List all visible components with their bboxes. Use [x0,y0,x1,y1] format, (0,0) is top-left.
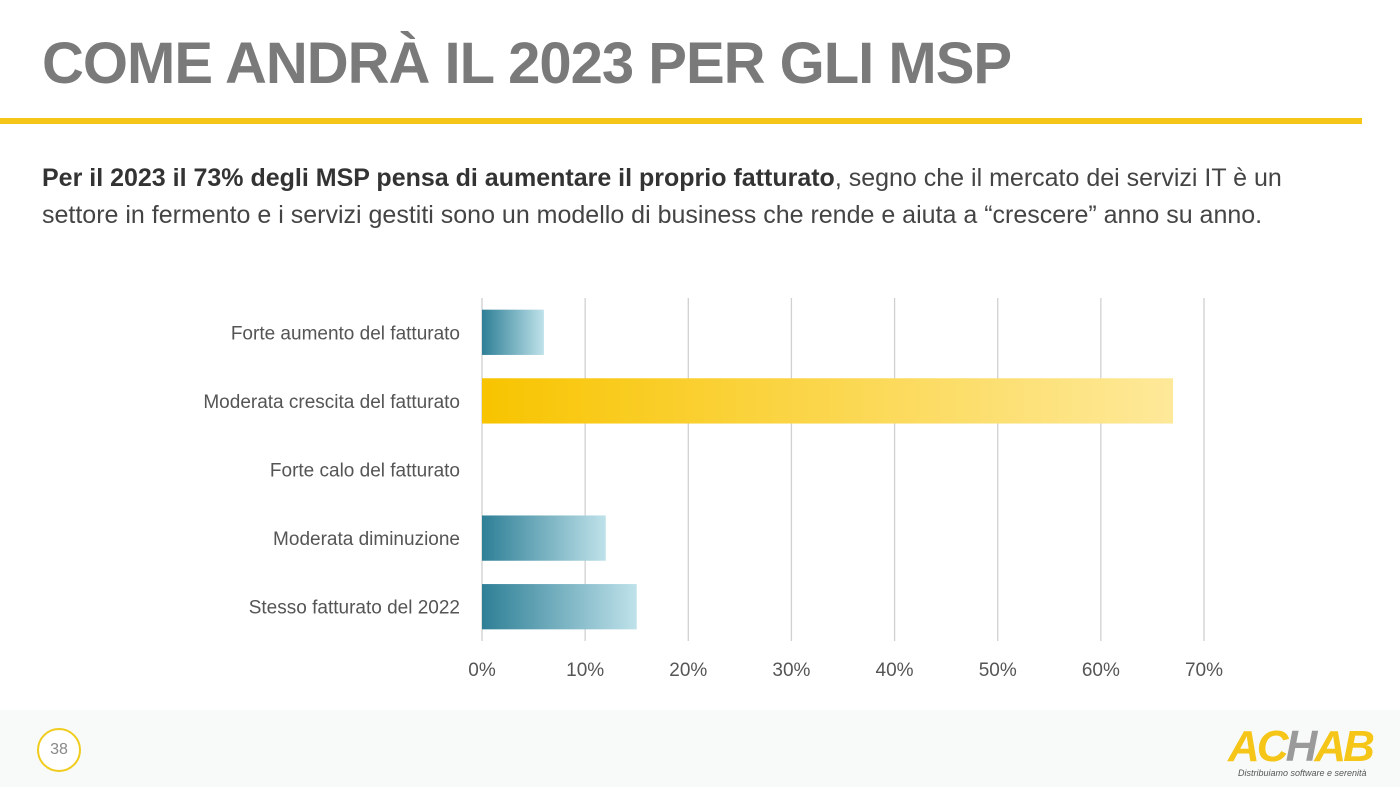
logo-tagline: Distribuiamo software e serenità [1238,768,1367,778]
category-label: Moderata diminuzione [273,529,460,550]
x-tick-label: 50% [979,660,1017,681]
footer-bar [0,710,1400,787]
intro-text: , segno che il mercato dei servizi IT è … [42,164,1282,229]
x-tick-label: 20% [669,660,707,681]
bar [482,309,544,355]
bar-chart: Forte aumento del fatturato Moderata cres… [203,298,1223,681]
logo-wordmark: ACHAB [1228,725,1375,769]
x-tick-label: 70% [1185,660,1223,681]
x-tick-label: 30% [772,660,810,681]
page-number: 38 [37,728,81,772]
bars [482,309,1174,630]
achab-logo: ACHAB Distribuiamo software e serenità [1228,725,1375,779]
logo-part-a: AC [1228,722,1289,771]
logo-part-b: AB [1314,722,1375,771]
category-label: Forte calo del fatturato [270,461,460,482]
gridlines [481,298,1205,641]
title-underline [0,118,1362,124]
bar [482,584,637,630]
intro-paragraph: Per il 2023 il 73% degli MSP pensa di au… [42,160,1362,234]
category-label: Stesso fatturato del 2022 [249,598,460,619]
x-tick-label: 0% [468,660,496,681]
intro-highlight: Per il 2023 il 73% degli MSP pensa di au… [42,164,835,192]
x-tick-label: 10% [566,660,604,681]
category-label: Forte aumento del fatturato [231,323,460,344]
x-tick-label: 60% [1082,660,1120,681]
x-tick-label: 40% [876,660,914,681]
slide-title: COME ANDRÀ IL 2023 PER GLI MSP [42,31,1012,96]
category-labels: Forte aumento del fatturato Moderata cres… [203,323,460,618]
x-tick-labels: 0% 10% 20% 30% 40% 50% 60% 70% [468,660,1223,681]
logo-part-h: H [1285,722,1318,771]
bar [482,515,606,561]
bar [482,378,1174,424]
category-label: Moderata crescita del fatturato [203,392,460,413]
